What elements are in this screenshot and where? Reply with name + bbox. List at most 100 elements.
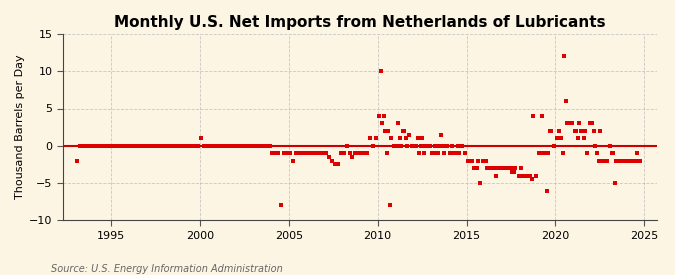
Point [610,181,620,185]
Point [315,151,325,155]
Point [559,54,570,59]
Point [371,136,381,141]
Point [467,158,478,163]
Point [572,136,583,141]
Point [487,166,497,170]
Point [223,144,234,148]
Point [472,166,483,170]
Point [353,151,364,155]
Point [136,144,147,148]
Point [285,151,296,155]
Point [375,69,386,73]
Point [473,158,484,163]
Point [378,114,389,118]
Point [545,129,556,133]
Point [500,166,510,170]
Point [528,114,539,118]
Point [83,144,94,148]
Point [176,144,186,148]
Point [297,151,308,155]
Point [481,158,491,163]
Point [590,144,601,148]
Point [589,129,599,133]
Point [556,136,567,141]
Point [362,151,373,155]
Point [585,121,595,126]
Point [608,151,619,155]
Point [400,136,411,141]
Point [595,129,605,133]
Point [225,144,236,148]
Point [140,144,151,148]
Point [549,144,560,148]
Point [244,144,254,148]
Point [384,203,395,208]
Point [446,144,457,148]
Point [451,151,462,155]
Point [523,174,534,178]
Point [155,144,165,148]
Point [193,144,204,148]
Point [306,151,317,155]
Point [220,144,231,148]
Point [311,151,322,155]
Point [273,151,284,155]
Point [368,144,379,148]
Point [436,132,447,137]
Point [412,136,423,141]
Point [166,144,177,148]
Point [229,144,240,148]
Point [389,144,400,148]
Point [418,151,429,155]
Point [128,144,138,148]
Point [190,144,201,148]
Point [163,144,174,148]
Point [535,151,546,155]
Point [178,144,189,148]
Point [321,151,331,155]
Point [294,151,304,155]
Point [161,144,171,148]
Point [332,162,343,167]
Point [462,158,473,163]
Point [454,151,464,155]
Point [341,144,352,148]
Point [457,144,468,148]
Point [581,151,592,155]
Point [614,158,624,163]
Point [255,144,266,148]
Point [364,136,375,141]
Point [435,144,446,148]
Point [258,144,269,148]
Point [374,114,385,118]
Point [142,144,153,148]
Point [519,174,530,178]
Point [433,151,444,155]
Point [356,151,367,155]
Point [555,136,566,141]
Point [276,203,287,208]
Point [181,144,192,148]
Point [571,129,582,133]
Point [442,144,453,148]
Point [113,144,124,148]
Point [634,158,645,163]
Point [393,121,404,126]
Point [335,151,346,155]
Point [574,121,585,126]
Point [377,121,387,126]
Point [427,151,438,155]
Point [522,174,533,178]
Point [394,136,405,141]
Point [404,132,414,137]
Point [538,151,549,155]
Point [380,129,391,133]
Point [506,166,516,170]
Point [616,158,626,163]
Point [464,158,475,163]
Point [270,151,281,155]
Point [205,144,215,148]
Point [414,151,425,155]
Point [415,144,426,148]
Point [596,158,607,163]
